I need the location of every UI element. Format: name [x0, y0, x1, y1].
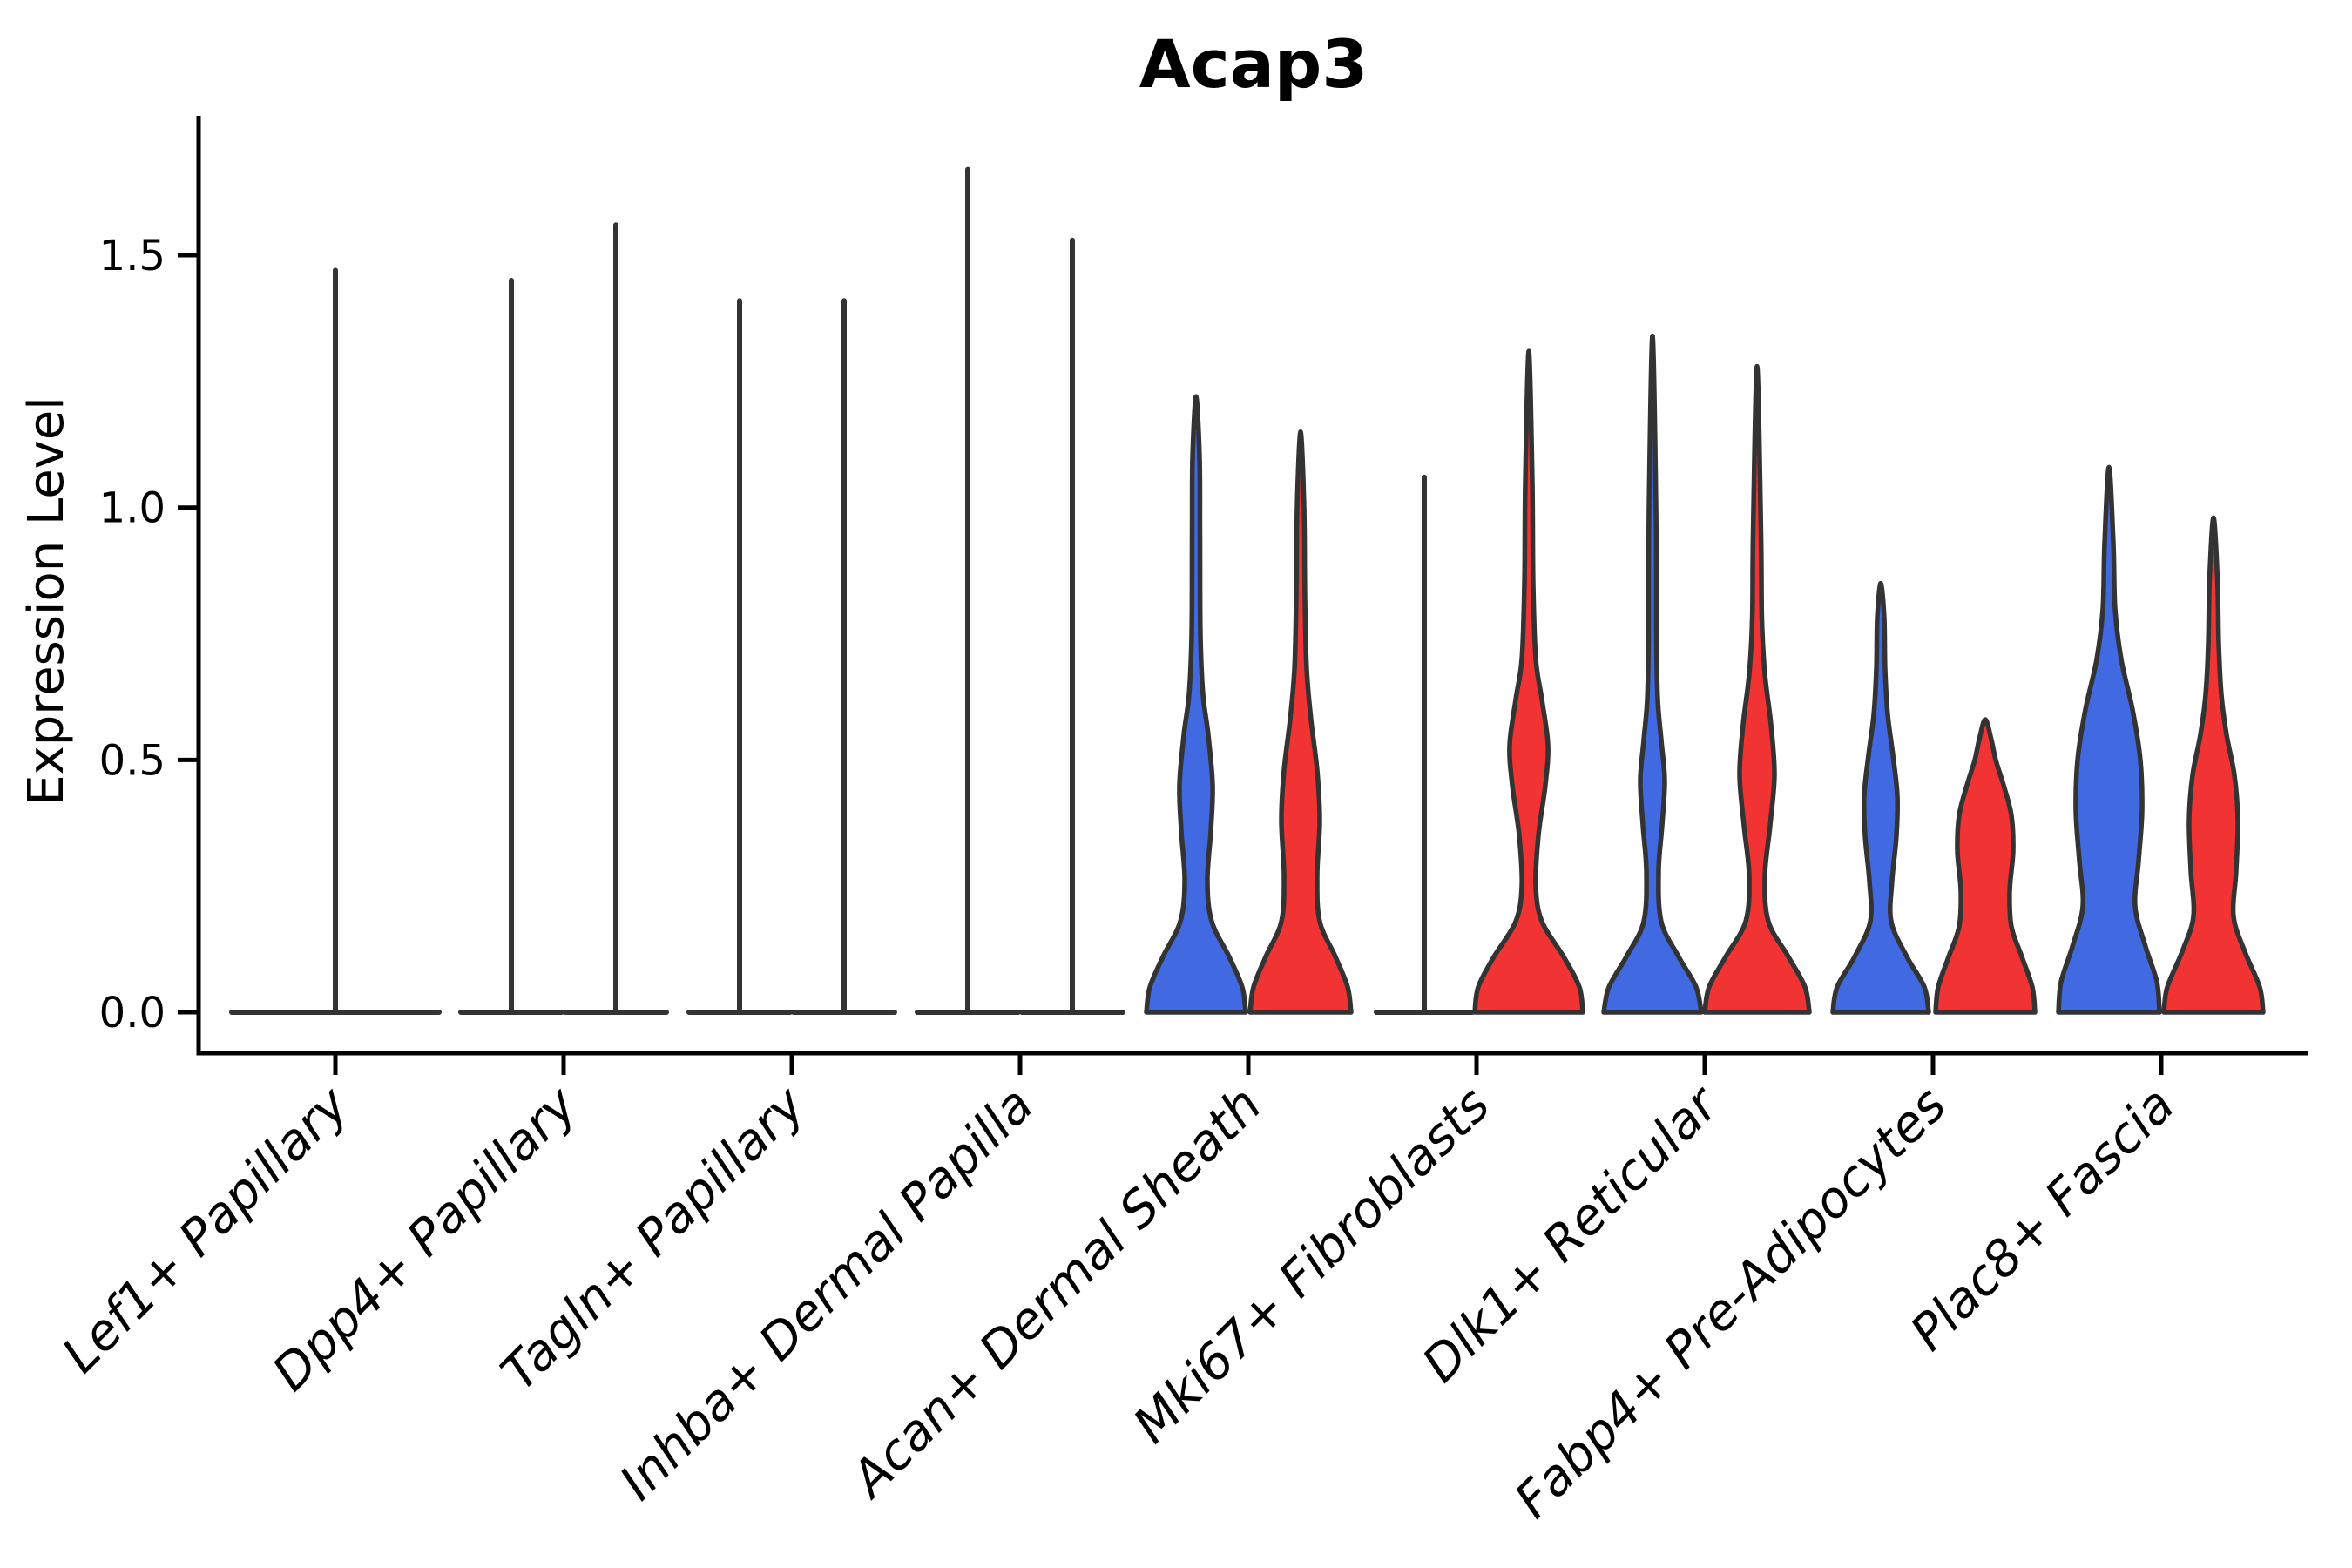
violin-inhba-dermal-papilla-white-right	[1019, 237, 1125, 1015]
x-tick-label-acan-dermal-sheath: Acan+ Dermal Sheath	[838, 1076, 1272, 1510]
x-tick-label-fabp4-pre-adipocytes: Fabp4+ Pre-Adipocytes	[1504, 1076, 1957, 1529]
violins-layer	[229, 166, 2266, 1015]
y-tick-label-0.0: 0.0	[99, 989, 166, 1037]
violin-acan-dermal-sheath-blue-left	[1144, 394, 1248, 1015]
violin-dlk1-reticular-blue-left	[1601, 333, 1704, 1015]
violin-fabp4-pre-adipocytes-blue-left	[1830, 580, 1931, 1015]
violin-lef1-papillary-single	[229, 267, 442, 1015]
violin-dpp4-papillary-white-right	[563, 222, 669, 1015]
violin-plac8-fascia-blue-left	[2056, 464, 2162, 1015]
violin-tagln-papillary-white-right	[791, 298, 897, 1015]
violin-fabp4-pre-adipocytes-red-right	[1933, 717, 2038, 1015]
chart-title: Acap3	[1139, 25, 1368, 103]
violin-inhba-dermal-papilla-white-left	[915, 166, 1021, 1015]
y-tick-label-1.0: 1.0	[99, 484, 166, 533]
violin-tagln-papillary-white-left	[686, 298, 793, 1015]
violin-plac8-fascia-red-right	[2161, 515, 2266, 1015]
violin-mki67-fibroblasts-white-left	[1374, 474, 1475, 1015]
y-tick-label-0.5: 0.5	[99, 736, 166, 785]
y-axis-ticks: 0.0 0.5 1.0 1.5	[99, 232, 199, 1037]
x-tick-label-inhba-dermal-papilla: Inhba+ Dermal Papilla	[609, 1076, 1044, 1511]
violin-mki67-fibroblasts-red-right	[1472, 348, 1585, 1015]
y-tick-label-1.5: 1.5	[99, 232, 166, 280]
violin-acan-dermal-sheath-red-right	[1247, 429, 1354, 1015]
violin-dpp4-papillary-white-left	[458, 278, 564, 1015]
y-axis-label: Expression Level	[18, 396, 75, 806]
violin-dlk1-reticular-red-right	[1702, 363, 1812, 1015]
